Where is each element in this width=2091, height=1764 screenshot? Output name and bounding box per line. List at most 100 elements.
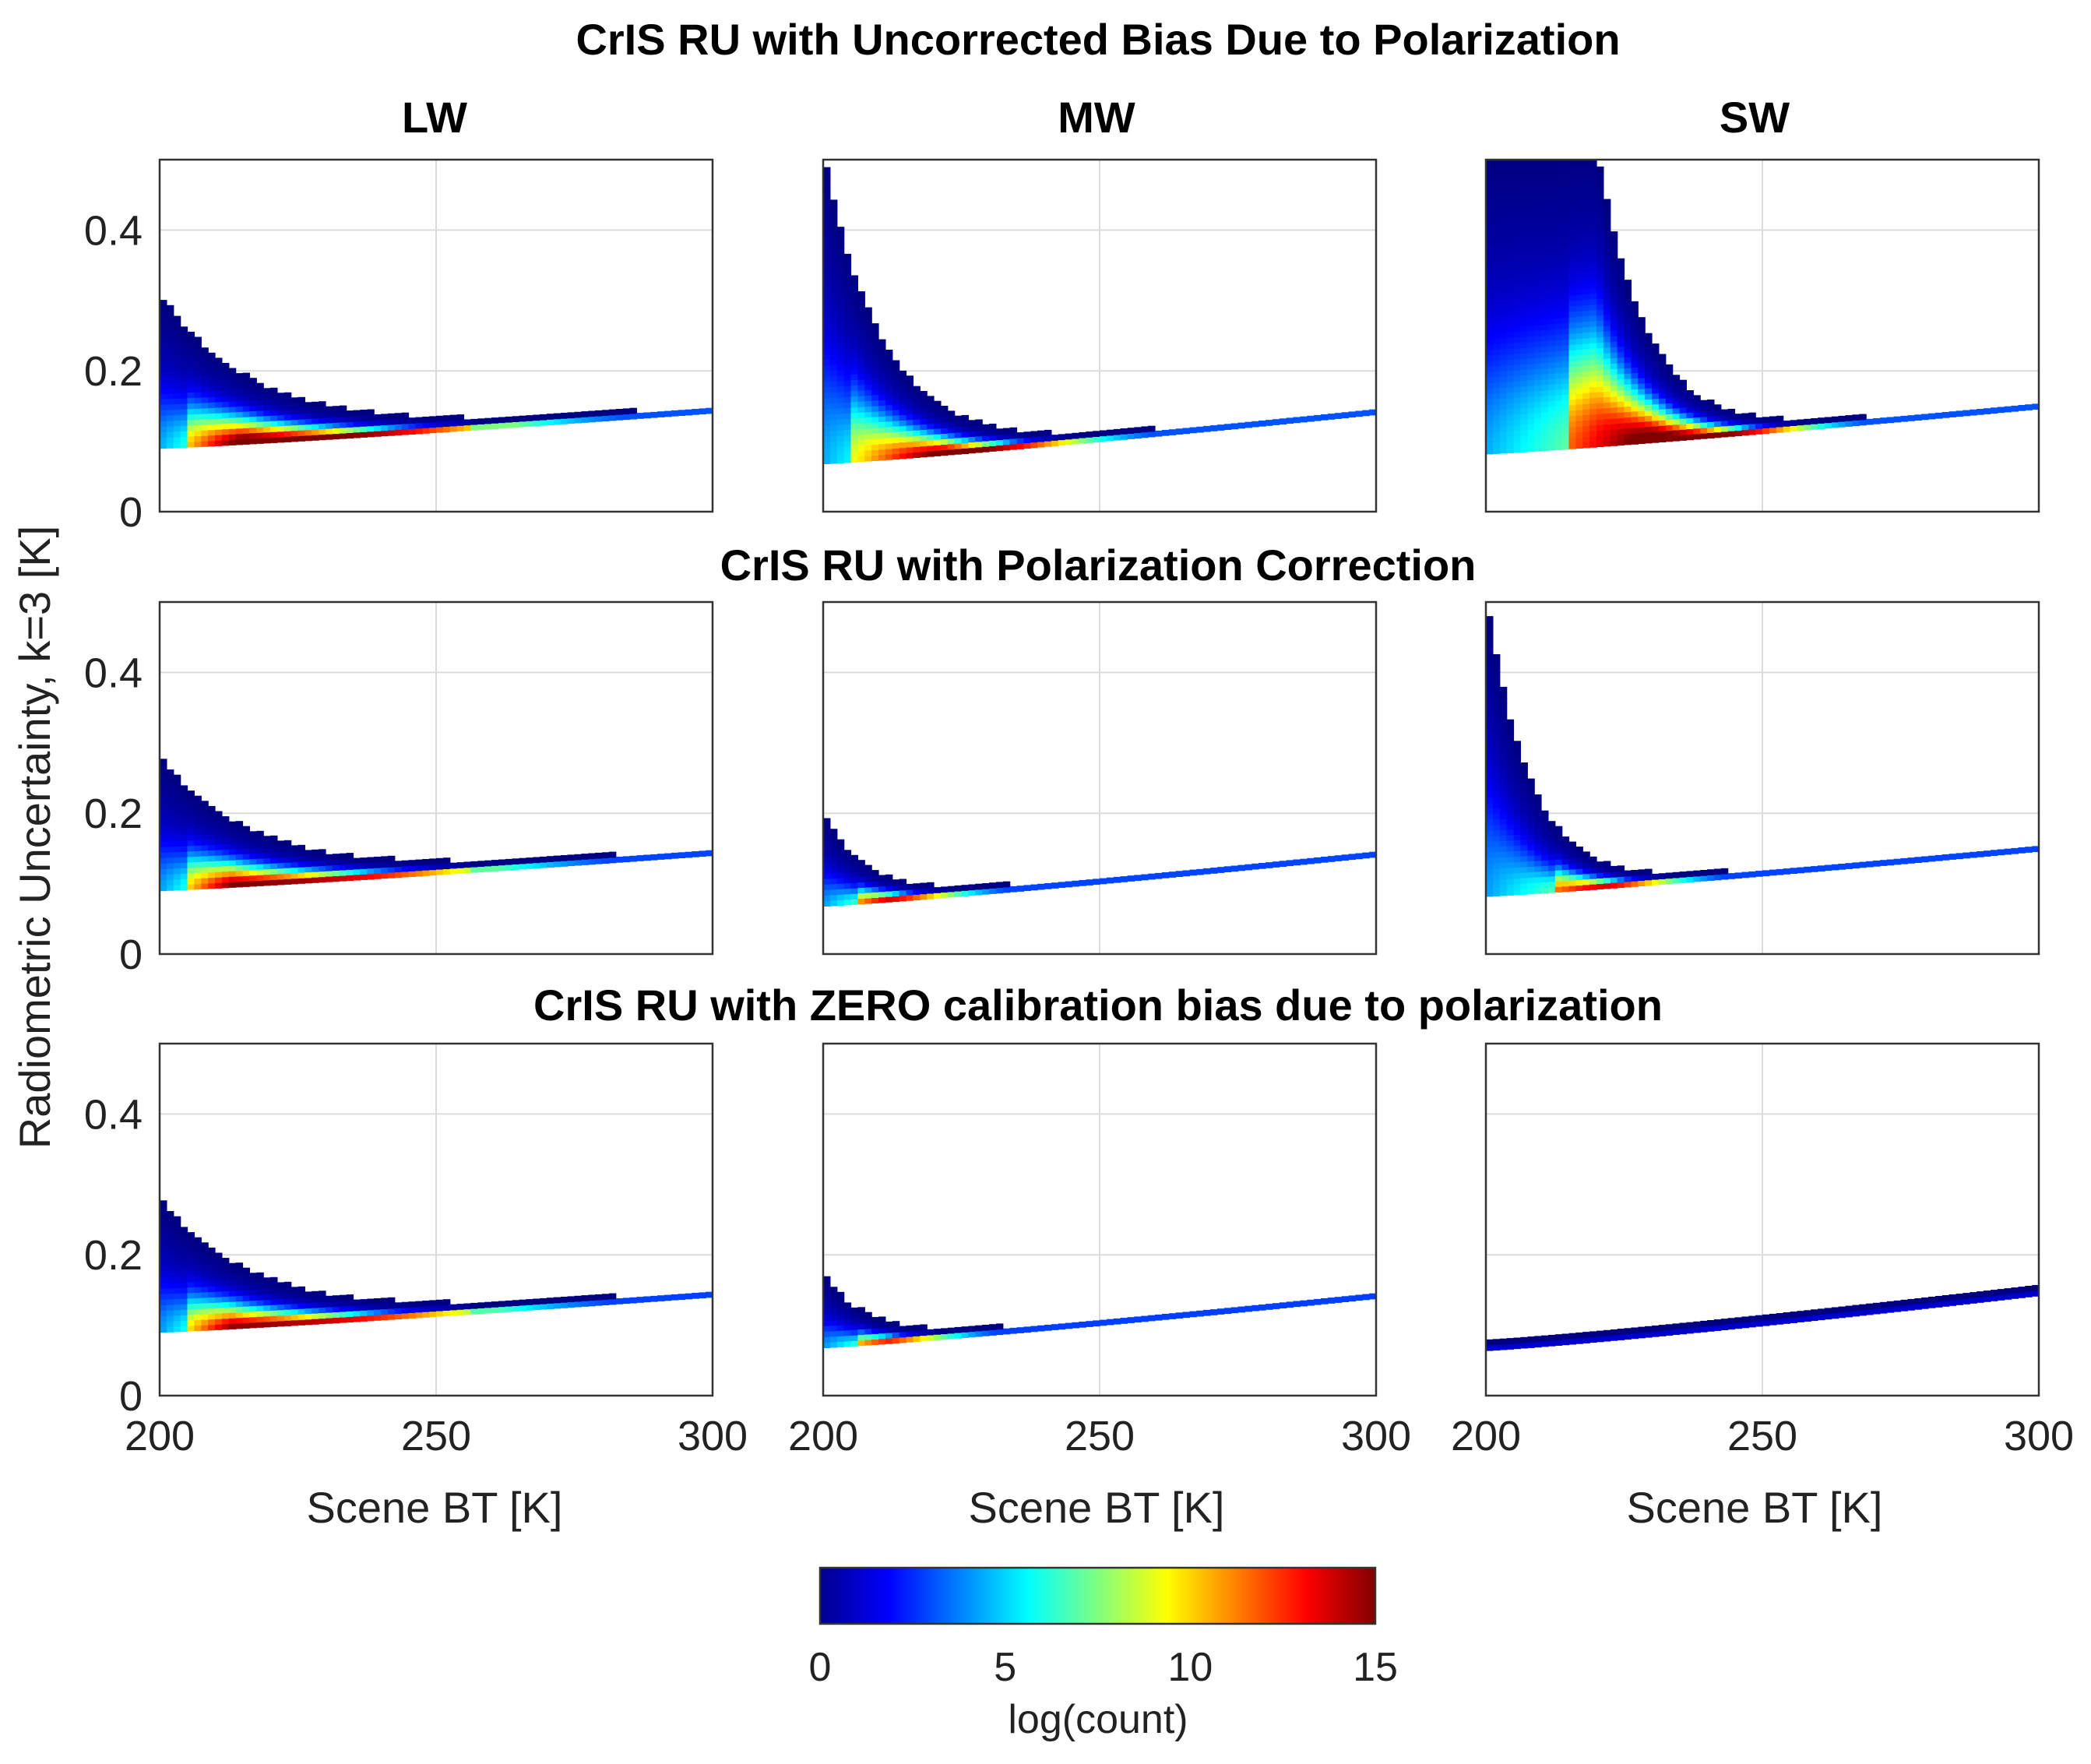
density-cell bbox=[836, 276, 845, 283]
density-cell bbox=[1638, 400, 1646, 406]
density-cell bbox=[1182, 428, 1190, 435]
density-cell bbox=[1492, 255, 1501, 262]
density-cell bbox=[636, 1297, 644, 1303]
density-cell bbox=[906, 1325, 913, 1332]
density-cell bbox=[1216, 424, 1225, 431]
density-cell bbox=[1596, 216, 1604, 222]
density-cell bbox=[871, 886, 879, 893]
density-cell bbox=[166, 829, 174, 836]
density-cell bbox=[228, 837, 237, 844]
density-cell bbox=[1610, 1335, 1618, 1341]
density-cell bbox=[1707, 427, 1715, 433]
density-cell bbox=[1534, 390, 1542, 397]
density-cell bbox=[1527, 319, 1535, 326]
panel-row1-mw bbox=[822, 158, 1378, 513]
density-cell bbox=[1645, 361, 1653, 367]
density-cell bbox=[823, 442, 831, 448]
density-cell bbox=[249, 405, 257, 412]
density-cell bbox=[201, 407, 209, 414]
density-cell bbox=[263, 836, 271, 842]
density-cell bbox=[850, 324, 858, 331]
density-cell bbox=[1624, 285, 1632, 291]
density-cell bbox=[1527, 204, 1535, 210]
density-cell bbox=[1589, 419, 1597, 426]
density-cell bbox=[215, 1258, 223, 1265]
density-cell bbox=[160, 311, 167, 317]
density-cell bbox=[1631, 301, 1639, 308]
density-cell bbox=[1700, 400, 1708, 407]
density-cell bbox=[477, 1308, 485, 1315]
density-cell bbox=[850, 451, 858, 457]
density-cell bbox=[1513, 397, 1521, 403]
density-cell bbox=[836, 839, 845, 846]
density-cell bbox=[387, 1314, 396, 1320]
density-cell bbox=[1631, 372, 1639, 379]
density-cell bbox=[194, 408, 202, 414]
density-cell bbox=[1638, 377, 1646, 384]
density-cell bbox=[995, 882, 1004, 889]
density-cell bbox=[249, 394, 257, 400]
density-cell bbox=[1499, 222, 1508, 229]
density-cell bbox=[864, 345, 872, 352]
density-cell bbox=[1582, 878, 1590, 886]
density-cell bbox=[228, 1290, 237, 1297]
density-cell bbox=[1520, 314, 1528, 321]
density-cell bbox=[1582, 189, 1590, 195]
density-cell bbox=[160, 376, 167, 383]
density-cell bbox=[173, 414, 181, 421]
density-cell bbox=[885, 454, 893, 460]
density-cell bbox=[180, 1243, 188, 1250]
density-cell bbox=[1547, 274, 1556, 280]
density-cell bbox=[1334, 1297, 1343, 1303]
density-cell bbox=[160, 1299, 167, 1305]
density-cell bbox=[1554, 279, 1563, 286]
density-cell bbox=[1547, 395, 1556, 402]
density-cell bbox=[1547, 186, 1556, 193]
density-cell bbox=[304, 429, 312, 436]
density-cell bbox=[160, 1211, 167, 1218]
density-cell bbox=[1513, 160, 1521, 162]
density-cell bbox=[1631, 1333, 1639, 1340]
density-cell bbox=[574, 411, 582, 418]
density-cell bbox=[1499, 283, 1508, 289]
density-cell bbox=[263, 399, 271, 406]
density-cell bbox=[180, 807, 188, 814]
density-cell bbox=[1534, 187, 1542, 194]
density-cell bbox=[1486, 748, 1494, 754]
density-cell bbox=[1168, 429, 1177, 435]
density-cell bbox=[235, 411, 244, 418]
density-cell bbox=[1547, 1340, 1556, 1347]
density-cell bbox=[1486, 168, 1494, 174]
density-cell bbox=[304, 1319, 312, 1326]
density-cell bbox=[319, 1318, 326, 1325]
density-cell bbox=[864, 384, 872, 390]
density-cell bbox=[194, 829, 202, 835]
density-cell bbox=[201, 1325, 209, 1331]
density-cell bbox=[312, 424, 319, 430]
density-cell bbox=[1658, 381, 1667, 388]
density-cell bbox=[1561, 378, 1570, 384]
density-cell bbox=[235, 1301, 244, 1308]
density-cell bbox=[1582, 868, 1590, 875]
density-cell bbox=[228, 821, 237, 828]
density-cell bbox=[1520, 844, 1528, 851]
density-cell bbox=[823, 1297, 831, 1305]
density-cell bbox=[242, 1278, 250, 1285]
density-cell bbox=[1631, 378, 1639, 385]
density-cell bbox=[215, 1274, 223, 1281]
density-cell bbox=[1589, 249, 1597, 255]
density-cell bbox=[1561, 853, 1570, 859]
density-cell bbox=[160, 813, 167, 820]
density-cell bbox=[242, 1317, 250, 1323]
density-cell bbox=[173, 840, 181, 847]
density-cell bbox=[1499, 813, 1508, 819]
density-cell bbox=[1582, 425, 1590, 432]
density-cell bbox=[242, 870, 250, 876]
density-cell bbox=[1582, 173, 1590, 179]
density-cell bbox=[1492, 333, 1501, 339]
density-cell bbox=[1873, 418, 1881, 424]
density-cell bbox=[547, 419, 554, 425]
density-cell bbox=[1520, 177, 1528, 184]
density-cell bbox=[1486, 415, 1494, 421]
density-cell bbox=[1547, 345, 1556, 352]
